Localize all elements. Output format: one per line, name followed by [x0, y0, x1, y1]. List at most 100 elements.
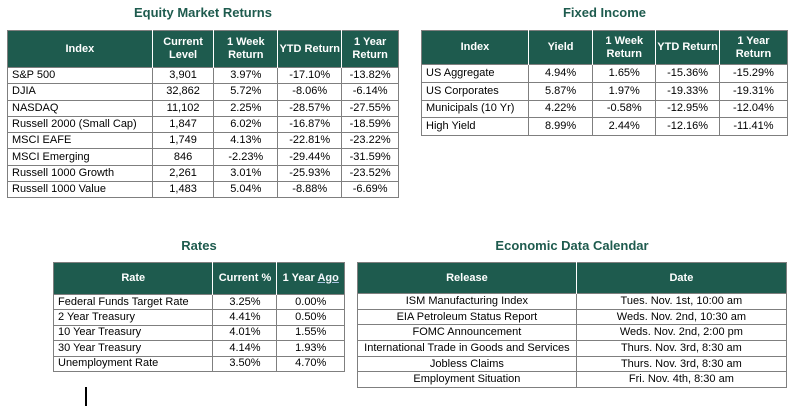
value-cell: -19.33%: [655, 81, 720, 101]
value-cell: -19.31%: [718, 81, 789, 101]
value-cell: -25.93%: [277, 164, 343, 183]
row-label-cell: ISM Manufacturing Index: [357, 293, 577, 310]
value-cell: 2,261: [151, 164, 215, 183]
value-cell: 4.01%: [212, 324, 278, 342]
row-label-cell: International Trade in Goods and Service…: [357, 340, 577, 357]
value-cell: -12.95%: [655, 99, 720, 119]
row-label-cell: MSCI Emerging: [7, 148, 153, 166]
header-row: Index Yield 1 Week Return YTD Return 1 Year …: [421, 30, 788, 65]
table-row: International Trade in Goods and Service…: [357, 340, 788, 357]
value-cell: Thurs. Nov. 3rd, 8:30 am: [575, 355, 788, 373]
value-cell: 5.87%: [527, 81, 594, 101]
column-header: Current %: [212, 262, 277, 295]
row-label-cell: Federal Funds Target Rate: [52, 293, 214, 311]
row-label-cell: NASDAQ: [7, 99, 153, 117]
value-cell: -28.57%: [277, 99, 343, 117]
table-row: MSCI Emerging 846 -2.23% -29.44% -31.59%: [7, 148, 399, 166]
table-row: MSCI EAFE 1,749 4.13% -22.81% -23.22%: [7, 132, 399, 150]
row-label-cell: 10 Year Treasury: [52, 324, 214, 342]
value-cell: -17.10%: [277, 66, 343, 85]
row-label-cell: DJIA: [7, 83, 153, 101]
column-header: 1 Year Return: [718, 30, 788, 65]
table-row: NASDAQ 11,102 2.25% -28.57% -27.55%: [7, 99, 399, 117]
row-label-cell: US Corporates: [421, 81, 529, 101]
table-row: High Yield 8.99% 2.44% -12.16% -11.41%: [421, 117, 789, 137]
value-cell: 0.00%: [276, 293, 345, 311]
value-cell: -13.82%: [341, 66, 399, 85]
value-cell: 1,483: [151, 181, 215, 199]
value-cell: Thurs. Nov. 3rd, 8:30 am: [575, 340, 788, 357]
value-cell: 1.65%: [592, 64, 657, 83]
row-label-cell: EIA Petroleum Status Report: [357, 308, 577, 326]
equity-market-returns-table: Index Current Level 1 Week Return YTD Retur…: [7, 30, 399, 199]
row-label-cell: 2 Year Treasury: [52, 309, 214, 326]
value-cell: -8.06%: [277, 83, 343, 101]
table-row: 2 Year Treasury 4.41% 0.50%: [52, 309, 345, 326]
value-cell: 3.97%: [213, 66, 279, 85]
row-label-cell: FOMC Announcement: [357, 324, 577, 342]
table-row: EIA Petroleum Status Report Weds. Nov. 2n…: [357, 308, 788, 326]
value-cell: -22.81%: [277, 132, 343, 150]
rates-table-title: Rates: [181, 238, 217, 253]
column-header: Yield: [527, 30, 593, 65]
value-cell: -8.88%: [277, 181, 343, 199]
value-cell: -15.29%: [718, 64, 789, 83]
value-cell: -23.22%: [341, 132, 399, 150]
value-cell: 5.04%: [213, 181, 279, 199]
value-cell: -6.14%: [341, 83, 399, 101]
value-cell: Tues. Nov. 1st, 10:00 am: [575, 293, 788, 310]
column-header: Release: [357, 262, 577, 294]
table-row: Federal Funds Target Rate 3.25% 0.00%: [52, 293, 345, 311]
table-row: Unemployment Rate 3.50% 4.70%: [52, 355, 345, 372]
row-label-cell: Employment Situation: [357, 371, 577, 389]
value-cell: -12.04%: [718, 99, 789, 119]
table-row: Russell 2000 (Small Cap) 1,847 6.02% -16.87…: [7, 115, 399, 134]
value-cell: 4.41%: [212, 309, 278, 326]
table-row: Jobless Claims Thurs. Nov. 3rd, 8:30 am: [357, 355, 788, 373]
value-cell: Weds. Nov. 2nd, 2:00 pm: [575, 324, 788, 342]
value-cell: 1.93%: [276, 340, 345, 357]
column-header: YTD Return: [277, 30, 342, 68]
value-cell: 4.14%: [212, 340, 278, 357]
row-label-cell: S&P 500: [7, 66, 153, 85]
value-cell: 11,102: [151, 99, 215, 117]
row-label-cell: 30 Year Treasury: [52, 340, 214, 357]
column-header: Current Level: [151, 30, 214, 68]
value-cell: 846: [151, 148, 215, 166]
column-header: Rate: [53, 262, 213, 295]
table-row: Russell 1000 Growth 2,261 3.01% -25.93% -23.…: [7, 164, 399, 183]
value-cell: -15.36%: [655, 64, 720, 83]
row-label-cell: High Yield: [421, 117, 529, 137]
value-cell: 1.55%: [276, 324, 345, 342]
value-cell: 4.22%: [527, 99, 594, 119]
value-cell: -12.16%: [655, 117, 720, 137]
value-cell: 1.97%: [592, 81, 657, 101]
value-cell: 8.99%: [527, 117, 594, 137]
column-header: Index: [421, 30, 529, 65]
value-cell: 32,862: [151, 83, 215, 101]
row-label-cell: US Aggregate: [421, 64, 529, 83]
column-header: 1 Week Return: [213, 30, 278, 68]
one-year-ago-link[interactable]: Ago: [317, 272, 339, 284]
row-label-cell: Russell 1000 Value: [7, 181, 153, 199]
row-label-cell: MSCI EAFE: [7, 132, 153, 150]
value-cell: -27.55%: [341, 99, 399, 117]
table-row: Employment Situation Fri. Nov. 4th, 8:30 …: [357, 371, 788, 389]
value-cell: 3.25%: [212, 293, 278, 311]
value-cell: -0.58%: [592, 99, 657, 119]
value-cell: -29.44%: [277, 148, 343, 166]
table-row: US Corporates 5.87% 1.97% -19.33% -19.31%: [421, 81, 789, 101]
header-row: Index Current Level 1 Week Return YTD Retur…: [7, 30, 399, 68]
table-row: Russell 1000 Value 1,483 5.04% -8.88% -6.69%: [7, 181, 399, 199]
value-cell: 2.44%: [592, 117, 657, 137]
value-cell: -18.59%: [341, 115, 399, 134]
value-cell: 1,749: [151, 132, 215, 150]
value-cell: 2.25%: [213, 99, 279, 117]
column-header: YTD Return: [655, 30, 720, 65]
fixed-income-table-title: Fixed Income: [562, 5, 647, 20]
value-cell: -2.23%: [213, 148, 279, 166]
value-cell: 5.72%: [213, 83, 279, 101]
economic-data-calendar-table: Release Date ISM Manufacturing Index Tues. …: [357, 262, 788, 389]
value-cell: -11.41%: [718, 117, 789, 137]
value-cell: 3.01%: [213, 164, 279, 183]
